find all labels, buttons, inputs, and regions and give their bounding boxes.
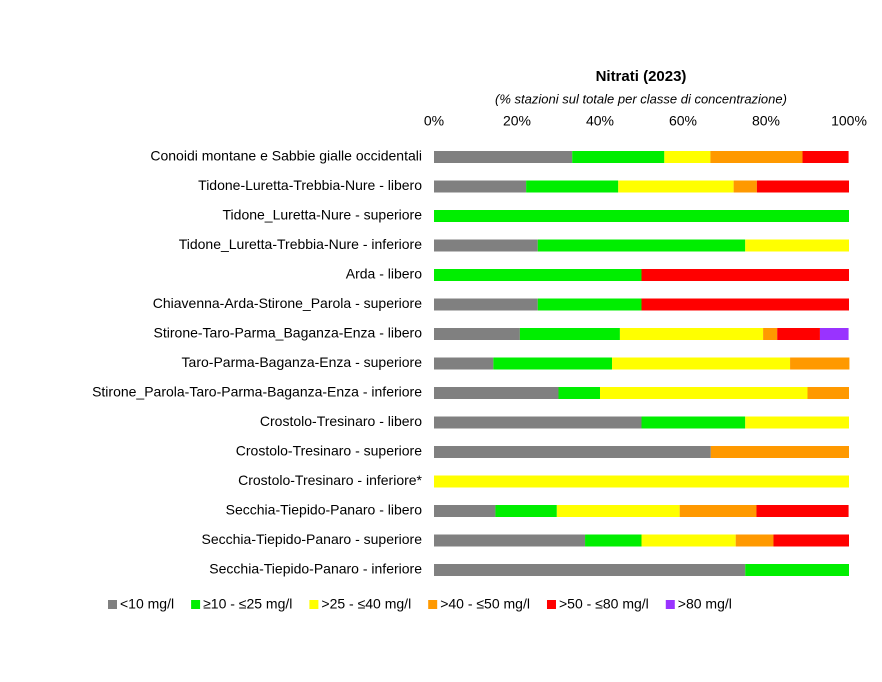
bar-segment [434,534,586,547]
bar-segment [519,328,620,340]
legend-swatch [546,600,556,609]
bar-segment [735,534,774,547]
bar-segment [434,416,642,429]
y-tick-label: Secchia-Tiepido-Panaro - superiore [202,531,423,547]
bar-segment [556,505,680,517]
x-tick-label: 100% [831,113,867,129]
x-tick-label: 20% [503,113,531,129]
legend-label: ≥10 - ≤25 mg/l [203,596,292,612]
x-tick-label: 0% [424,113,444,129]
y-tick-label: Crostolo-Tresinaro - superiore [236,443,422,459]
bar-segment [434,210,849,222]
legend-swatch [665,600,675,609]
bar-segment [819,328,849,340]
bar-segment [537,298,642,311]
y-tick-label: Tidone-Luretta-Trebbia-Nure - libero [198,177,422,193]
bar-segment [572,151,665,163]
y-tick-label: Secchia-Tiepido-Panaro - inferiore [209,561,422,577]
bar-segment [434,180,527,193]
bar-segment [802,151,849,163]
bar-segment [600,387,808,399]
bar-segment [434,387,559,399]
bar-segment [807,387,849,399]
x-tick-label: 60% [669,113,697,129]
bar-segment [495,505,557,517]
legend-label: >25 - ≤40 mg/l [321,596,411,612]
y-tick-label: Conoidi montane e Sabbie gialle occident… [150,148,422,164]
legend-label: >50 - ≤80 mg/l [559,596,649,612]
bar-segment [434,564,746,576]
bar-segment [493,357,613,370]
bar-segment [710,446,849,458]
x-tick-label: 40% [586,113,614,129]
bar-segment [745,416,849,429]
y-tick-label: Stirone-Taro-Parma_Baganza-Enza - libero [154,325,423,341]
bar-segment [585,534,642,547]
bar-segment [664,151,711,163]
bar-segment [434,269,642,281]
bar-segment [434,446,711,458]
bar-segment [434,298,538,311]
bar-segment [434,151,573,163]
bar-segment [733,180,757,193]
y-tick-label: Arda - libero [346,266,422,282]
bar-segment [763,328,778,340]
y-tick-label: Stirone_Parola-Taro-Parma-Baganza-Enza -… [92,384,422,400]
bar-segment [434,357,494,370]
bar-segment [745,239,849,252]
bar-segment [641,416,746,429]
x-tick-label: 80% [752,113,780,129]
bar-segment [618,180,734,193]
bar-segment [756,180,849,193]
bar-segment [526,180,619,193]
bar-segment [777,328,820,340]
bar-segment [434,328,520,340]
y-tick-label: Crostolo-Tresinaro - libero [260,413,422,429]
bar-segment [710,151,803,163]
bar-segment [434,239,538,252]
bar-segment [537,239,746,252]
y-tick-label: Secchia-Tiepido-Panaro - libero [226,502,423,518]
bar-segment [641,269,849,281]
y-tick-label: Taro-Parma-Baganza-Enza - superiore [182,354,423,370]
legend-swatch [309,600,319,609]
legend-label: >80 mg/l [678,596,732,612]
y-tick-label: Tidone_Luretta-Nure - superiore [223,207,423,223]
bar-segment [745,564,849,576]
bar-segment [434,475,849,488]
bar-segment [434,505,496,517]
legend-swatch [191,600,201,609]
chart-title: Nitrati (2023) [596,68,687,85]
chart-subtitle: (% stazioni sul totale per classe di con… [495,91,787,106]
y-tick-label: Crostolo-Tresinaro - inferiore* [238,472,422,488]
bar-segment [612,357,791,370]
legend-swatch [428,600,438,609]
bar-segment [756,505,849,517]
legend-label: >40 - ≤50 mg/l [440,596,530,612]
y-tick-label: Chiavenna-Arda-Stirone_Parola - superior… [153,295,422,311]
bar-segment [790,357,850,370]
bar-segment [619,328,764,340]
bar-segment [641,534,736,547]
bar-segment [558,387,600,399]
bar-segment [641,298,849,311]
bar-segment [679,505,757,517]
bar-segment [773,534,849,547]
legend-label: <10 mg/l [120,596,174,612]
y-tick-label: Tidone_Luretta-Trebbia-Nure - inferiore [179,236,423,252]
legend-swatch [108,600,117,609]
